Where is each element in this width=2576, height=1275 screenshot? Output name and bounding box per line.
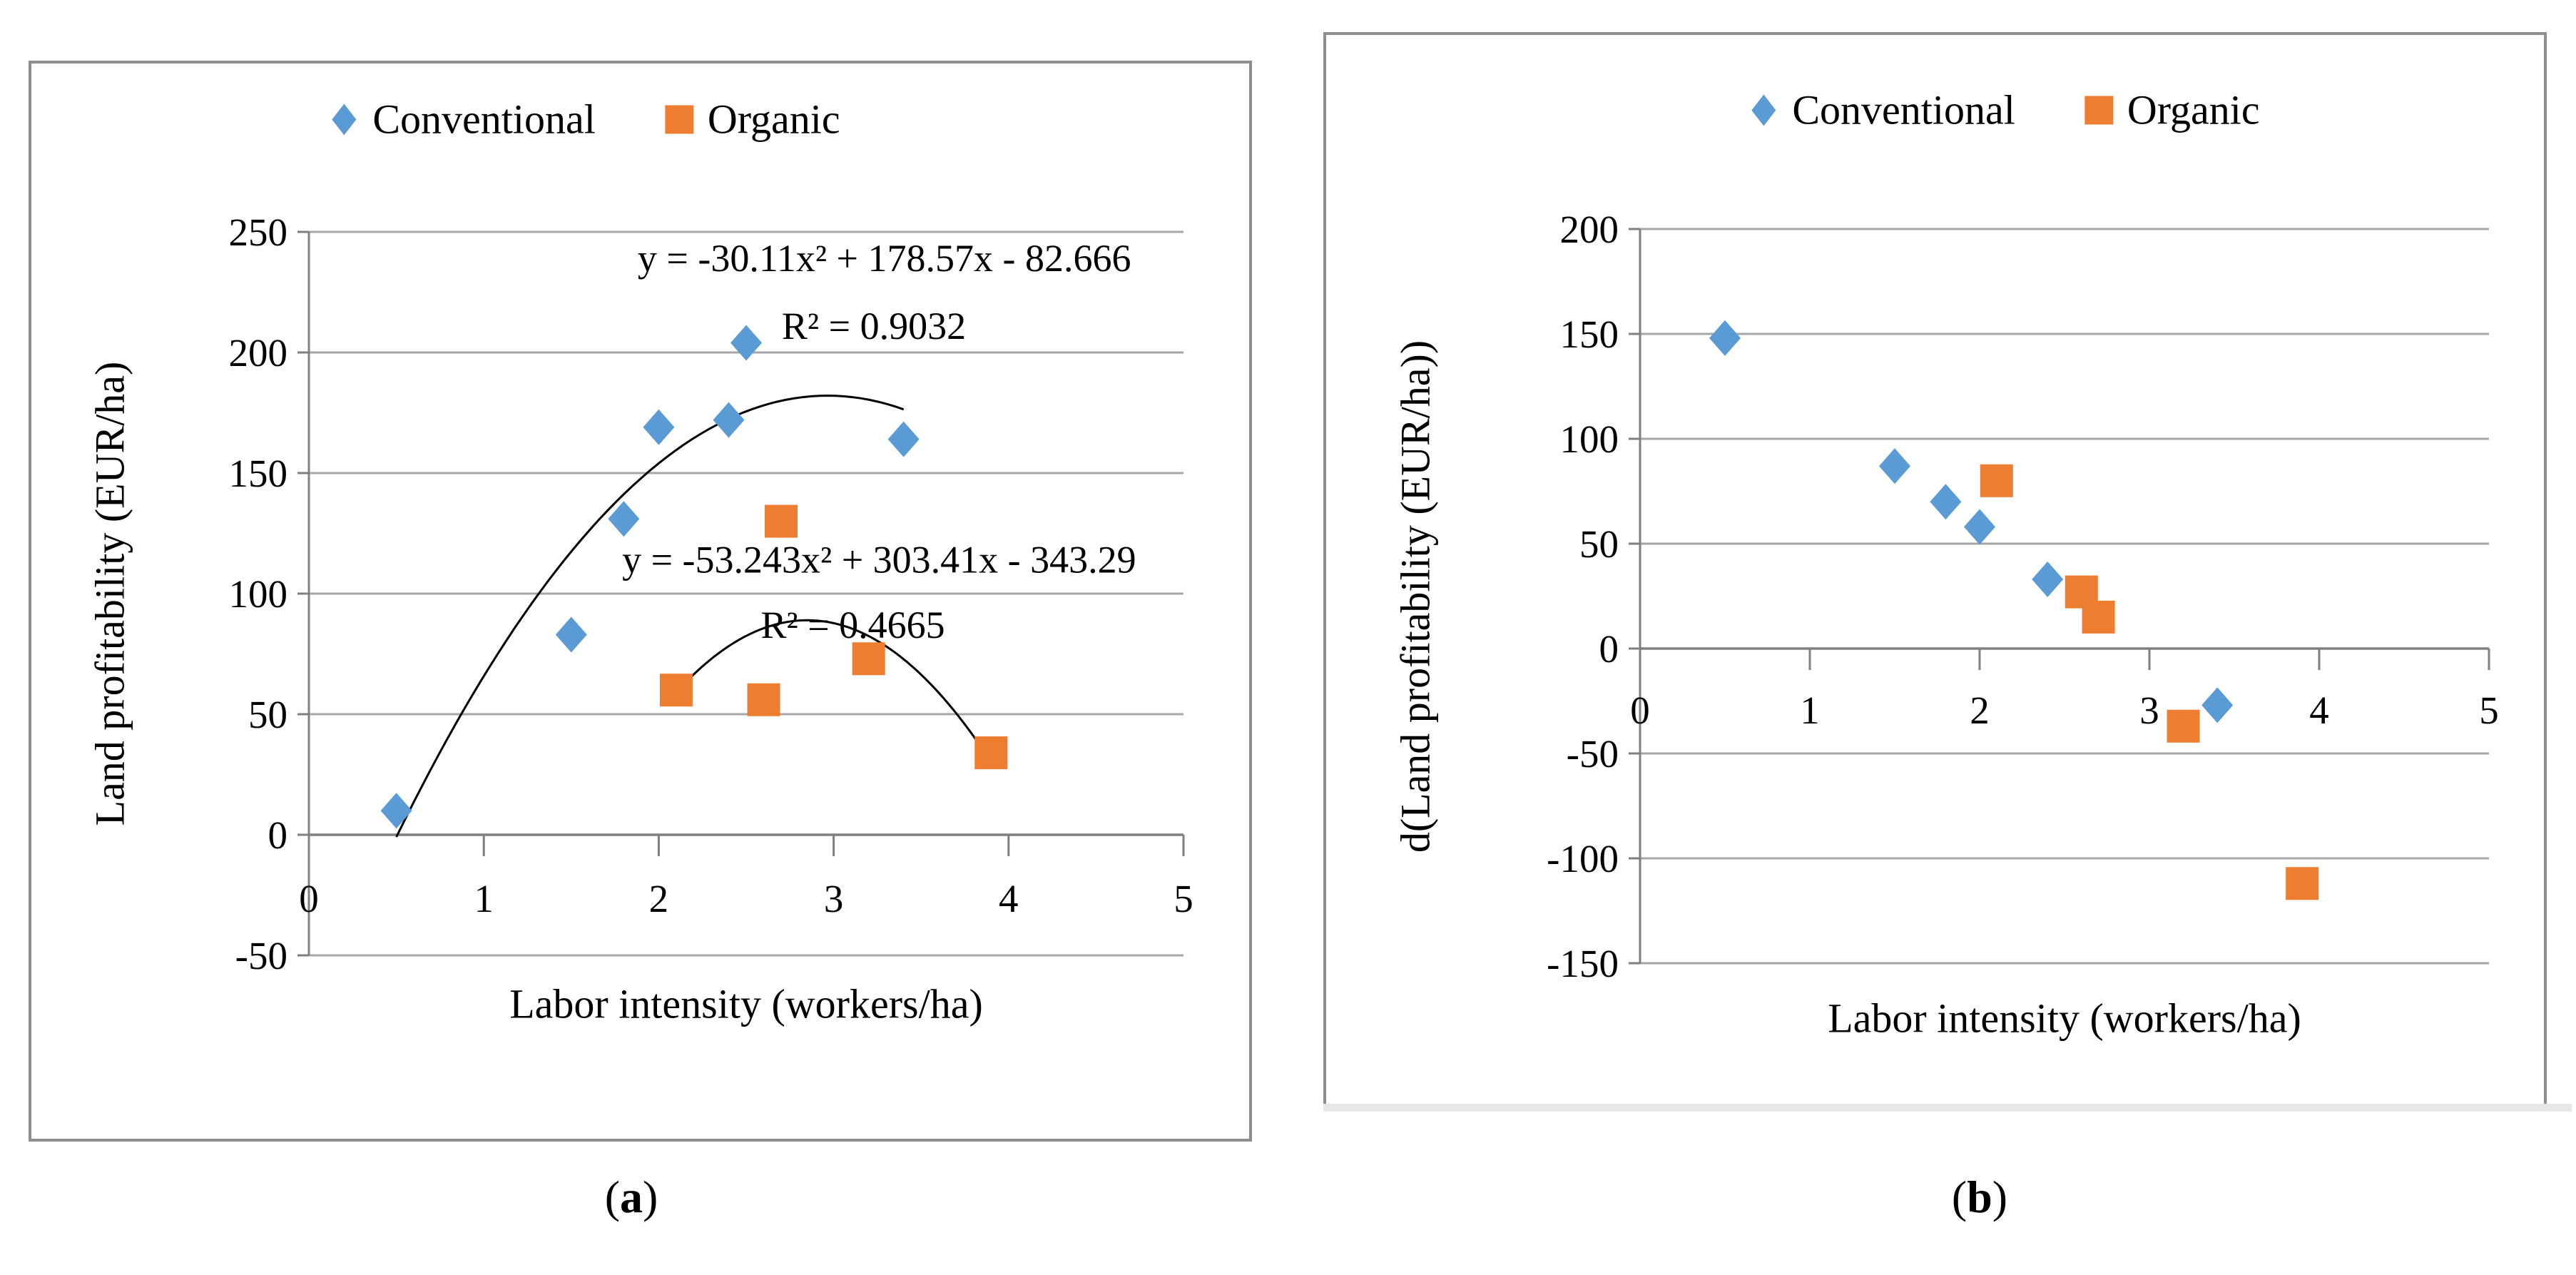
- legend-label: Organic: [707, 96, 840, 143]
- y-tick-label: 100: [229, 572, 288, 616]
- axes: [307, 232, 1185, 955]
- panel-caption-a: (a): [605, 1171, 658, 1224]
- trendline-equation-conventional: y = -30.11x² + 178.57x - 82.666: [638, 237, 1131, 280]
- gridlines: [1629, 228, 2489, 965]
- x-axis-title-a: Labor intensity (workers/ha): [509, 980, 983, 1027]
- y-tick-label: 50: [248, 693, 287, 736]
- x-tick-label: 3: [824, 877, 844, 920]
- data-point-conventional: [608, 501, 640, 537]
- square-marker-icon: [2084, 96, 2113, 124]
- data-point-organic: [1980, 464, 2013, 497]
- y-tick-label: 250: [229, 210, 288, 254]
- legend-item-organic: Organic: [2083, 86, 2260, 134]
- legend-label: Conventional: [372, 96, 596, 143]
- data-point-conventional: [1930, 484, 1962, 520]
- y-tick-label: -150: [1547, 942, 1619, 985]
- caption-close: ): [1992, 1172, 2008, 1222]
- y-axis-title-a: Land profitability (EUR/ha): [86, 361, 133, 826]
- legend-item-conventional: Conventional: [328, 96, 596, 143]
- caption-letter: b: [1967, 1172, 1992, 1222]
- caption-open: (: [604, 1172, 620, 1222]
- series-conventional: [380, 325, 920, 829]
- series-organic: [659, 504, 1008, 770]
- x-tick-label: 4: [999, 877, 1019, 920]
- data-point-conventional: [713, 402, 745, 438]
- trendline-organic: [675, 619, 992, 763]
- data-point-organic: [765, 504, 798, 538]
- data-point-conventional: [555, 616, 587, 653]
- chart-panel-b: 200 150 100 50 0 -50 -100 -150 0 1 2 3 4 5 Convention…: [1323, 32, 2547, 1104]
- x-axis-title-b: Labor intensity (workers/ha): [1828, 995, 2301, 1042]
- data-point-organic: [2167, 709, 2200, 743]
- y-tick-label: 0: [1599, 627, 1619, 671]
- x-tick-label: 1: [1800, 689, 1820, 732]
- square-marker-icon: [664, 105, 693, 133]
- x-tick-label: 2: [1970, 689, 1990, 732]
- trendline-conventional: [395, 394, 905, 838]
- trendline-r2-organic: R² = 0.4665: [760, 604, 945, 646]
- data-point-organic: [659, 674, 693, 707]
- x-tick-label: 1: [474, 877, 494, 920]
- series-conventional: [1709, 320, 2234, 723]
- legend-label: Organic: [2127, 86, 2260, 133]
- data-point-organic: [747, 683, 780, 716]
- legend-item-conventional: Conventional: [1748, 86, 2015, 134]
- trendline-r2-conventional: R² = 0.9032: [782, 305, 966, 347]
- diamond-marker-icon: [1751, 94, 1776, 126]
- x-tick-label: 4: [2309, 689, 2329, 732]
- panel-caption-b: (b): [1952, 1171, 2007, 1224]
- diamond-marker-icon: [332, 103, 357, 135]
- x-tick-label: 0: [1630, 689, 1650, 732]
- y-tick-label: 200: [1560, 208, 1619, 251]
- legend-label: Conventional: [1792, 86, 2015, 133]
- caption-letter: a: [620, 1172, 643, 1222]
- x-tick-label: 2: [649, 877, 669, 920]
- plot-area-a: 250 200 150 100 50 0 -50 0 1 2 3 4 5 y = -30.11x² + 1…: [229, 210, 1193, 977]
- tick-labels: 200 150 100 50 0 -50 -100 -150 0 1 2 3 4 5: [1547, 208, 2499, 985]
- legend-a: Conventional Organic: [328, 96, 840, 143]
- y-tick-label: 200: [229, 331, 288, 375]
- data-point-conventional: [1964, 509, 1995, 545]
- data-point-conventional: [643, 409, 675, 445]
- data-point-conventional: [2032, 561, 2064, 597]
- data-point-conventional: [2201, 687, 2234, 723]
- y-tick-label: -50: [1567, 732, 1619, 776]
- x-tick-label: 5: [2479, 689, 2499, 732]
- x-tick-label: 0: [299, 877, 319, 920]
- y-tick-label: 100: [1560, 417, 1619, 461]
- x-tick-label: 3: [2139, 689, 2159, 732]
- trendline-equation-organic: y = -53.243x² + 303.41x - 343.29: [622, 539, 1136, 581]
- legend-b: Conventional Organic: [1748, 86, 2260, 134]
- y-tick-label: -50: [235, 934, 287, 977]
- legend-item-organic: Organic: [663, 96, 840, 143]
- axes: [1639, 229, 2490, 963]
- chart-panel-a: 250 200 150 100 50 0 -50 0 1 2 3 4 5 y = -30.11x² + 1…: [29, 61, 1252, 1142]
- plot-area-b: 200 150 100 50 0 -50 -100 -150 0 1 2 3 4 5: [1547, 208, 2499, 985]
- tick-labels: 250 200 150 100 50 0 -50 0 1 2 3 4 5: [229, 210, 1193, 977]
- y-tick-label: 50: [1579, 522, 1619, 566]
- data-point-conventional: [1709, 320, 1741, 356]
- series-organic: [1980, 464, 2319, 900]
- panel-b-bottom-strip: [1323, 1104, 2572, 1112]
- data-point-organic: [974, 736, 1008, 770]
- y-tick-label: 150: [1560, 313, 1619, 356]
- y-tick-label: 150: [229, 452, 288, 495]
- y-axis-title-b: d(Land profitability (EUR/ha)): [1392, 340, 1439, 853]
- data-point-conventional: [887, 421, 920, 457]
- data-point-conventional: [1879, 448, 1910, 484]
- caption-open: (: [1951, 1172, 1967, 1222]
- caption-close: ): [643, 1172, 658, 1222]
- data-point-conventional: [380, 793, 412, 829]
- data-point-conventional: [730, 325, 762, 361]
- y-tick-label: -100: [1547, 837, 1619, 880]
- data-point-organic: [2286, 867, 2319, 900]
- data-point-organic: [2082, 600, 2115, 634]
- x-tick-label: 5: [1174, 877, 1193, 920]
- y-tick-label: 0: [268, 813, 288, 857]
- data-point-organic: [852, 642, 885, 676]
